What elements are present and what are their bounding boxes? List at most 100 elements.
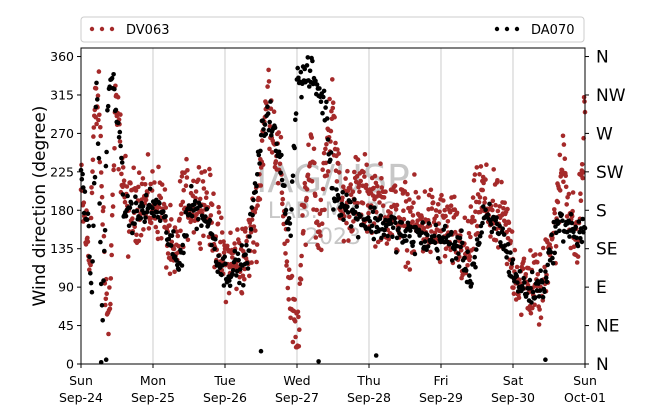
- data-point: [287, 221, 293, 226]
- data-point: [508, 238, 513, 244]
- data-point: [225, 243, 230, 249]
- data-point: [366, 226, 372, 231]
- data-point: [481, 204, 486, 209]
- data-point: [447, 209, 453, 215]
- data-point: [212, 246, 217, 252]
- x-tick-label-date: Sep-29: [419, 390, 463, 405]
- data-point: [138, 215, 144, 221]
- data-point: [292, 145, 297, 151]
- data-point: [441, 227, 447, 232]
- data-point: [561, 179, 566, 185]
- data-point: [133, 188, 139, 193]
- data-point: [504, 255, 509, 260]
- data-point: [573, 224, 578, 230]
- data-point: [261, 127, 266, 132]
- data-point: [275, 180, 281, 186]
- data-point: [136, 238, 142, 244]
- data-point: [98, 360, 104, 365]
- data-point: [111, 163, 117, 168]
- data-point: [356, 184, 361, 190]
- data-point: [85, 211, 91, 216]
- data-point: [563, 173, 568, 178]
- data-point: [175, 233, 181, 239]
- data-point: [502, 200, 508, 205]
- data-point: [204, 206, 210, 212]
- data-point: [514, 264, 520, 270]
- data-point: [124, 184, 130, 189]
- data-point: [480, 220, 485, 226]
- data-point: [478, 209, 483, 215]
- data-point: [192, 198, 198, 204]
- data-point: [344, 220, 349, 226]
- compass-label: S: [596, 201, 607, 221]
- data-point: [304, 187, 310, 192]
- data-point: [323, 146, 328, 152]
- data-point: [408, 228, 413, 233]
- data-point: [105, 103, 111, 109]
- data-point: [532, 302, 537, 308]
- data-point: [269, 133, 274, 138]
- data-point: [178, 228, 183, 234]
- data-point: [454, 210, 460, 216]
- data-point: [574, 235, 579, 241]
- data-point: [482, 196, 488, 201]
- data-point: [368, 204, 374, 210]
- data-point: [338, 212, 344, 218]
- data-point: [95, 93, 101, 98]
- data-point: [324, 116, 330, 121]
- data-point: [242, 276, 247, 282]
- data-point: [411, 200, 416, 205]
- data-point: [523, 272, 529, 277]
- data-point: [390, 234, 395, 240]
- data-point: [511, 285, 516, 291]
- data-point: [265, 104, 270, 109]
- data-point: [265, 111, 271, 116]
- data-point: [363, 182, 369, 188]
- data-point: [119, 171, 124, 177]
- data-point: [456, 264, 462, 269]
- data-point: [143, 215, 148, 220]
- data-point: [575, 243, 581, 249]
- data-point: [320, 186, 326, 192]
- data-point: [128, 181, 133, 186]
- data-point: [177, 179, 183, 184]
- data-point: [279, 177, 285, 183]
- data-point: [179, 211, 184, 216]
- data-point: [234, 273, 239, 278]
- data-point: [313, 235, 319, 240]
- data-point: [543, 357, 548, 363]
- data-point: [87, 254, 92, 260]
- data-point: [118, 112, 123, 117]
- data-point: [306, 142, 311, 148]
- data-point: [535, 259, 540, 265]
- data-point: [340, 190, 346, 195]
- data-point: [100, 208, 106, 214]
- data-point: [99, 184, 104, 189]
- data-point: [293, 111, 299, 116]
- data-point: [515, 280, 520, 285]
- data-point: [399, 220, 405, 225]
- x-tick-label-day: Sat: [503, 373, 524, 388]
- data-point: [97, 159, 103, 165]
- data-point: [348, 199, 353, 205]
- data-point: [146, 226, 152, 231]
- data-point: [314, 207, 320, 213]
- data-point: [435, 255, 441, 261]
- data-point: [465, 249, 471, 254]
- data-point: [401, 216, 407, 222]
- data-point: [293, 334, 298, 340]
- data-point: [443, 213, 448, 219]
- data-point: [109, 252, 114, 258]
- data-point: [552, 210, 557, 216]
- data-point: [116, 120, 121, 126]
- data-point: [193, 189, 199, 194]
- data-point: [497, 204, 503, 209]
- data-point: [561, 142, 567, 147]
- data-point: [485, 212, 491, 217]
- data-point: [157, 218, 163, 223]
- compass-label: N: [596, 355, 609, 375]
- data-point: [98, 281, 104, 287]
- data-point: [500, 226, 506, 231]
- data-point: [550, 261, 556, 266]
- data-point: [330, 100, 336, 105]
